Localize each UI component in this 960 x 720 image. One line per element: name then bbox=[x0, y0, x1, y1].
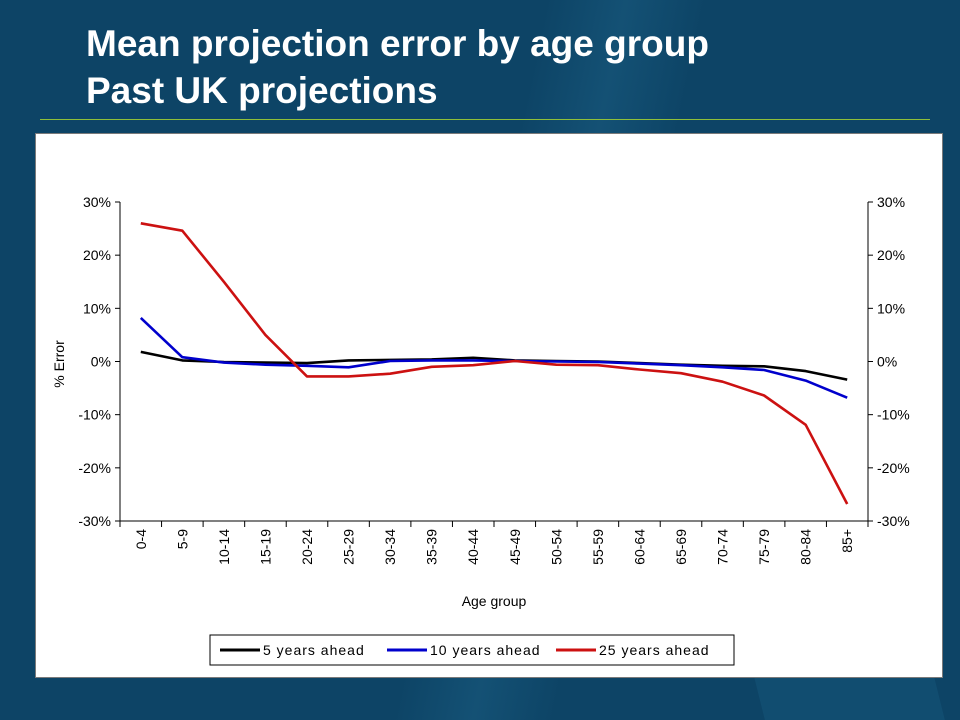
y-tick-label-left: 0% bbox=[91, 354, 111, 370]
x-tick-label: 70-74 bbox=[715, 529, 731, 565]
legend-label-3: 25 years ahead bbox=[599, 642, 710, 658]
x-tick-label: 50-54 bbox=[548, 529, 564, 565]
x-tick-label: 45-49 bbox=[507, 529, 523, 565]
slide-title: Mean projection error by age group Past … bbox=[86, 20, 709, 114]
series-line-3 bbox=[140, 222, 849, 505]
legend: 5 years ahead 10 years ahead 25 years ahea… bbox=[209, 634, 735, 666]
y-tick-label-left: -30% bbox=[78, 513, 111, 529]
y-tick-label-right: 30% bbox=[877, 194, 905, 210]
x-tick-label: 0-4 bbox=[133, 529, 149, 549]
title-divider bbox=[40, 119, 930, 120]
y-axis-right: 30% 20% 10% 0% -10% -20% -30% bbox=[868, 194, 910, 529]
y-tick-label-left: 30% bbox=[83, 194, 111, 210]
y-tick-label-left: -20% bbox=[78, 460, 111, 476]
legend-label-2: 10 years ahead bbox=[430, 642, 541, 658]
x-axis-label: Age group bbox=[462, 593, 527, 609]
x-tick-label: 35-39 bbox=[424, 529, 440, 565]
x-tick-label: 30-34 bbox=[382, 529, 398, 565]
x-tick-label: 40-44 bbox=[465, 529, 481, 565]
x-tick-label: 65-69 bbox=[673, 529, 689, 565]
line-chart: 30% 20% 10% 0% -10% -20% -30% 30% 20% 10% 0% -10% -… bbox=[51, 194, 910, 666]
x-tick-label: 10-14 bbox=[216, 529, 232, 565]
y-tick-label-left: 10% bbox=[83, 300, 111, 316]
x-tick-label: 15-19 bbox=[257, 529, 273, 565]
y-tick-label-right: -10% bbox=[877, 407, 910, 423]
x-tick-label: 85+ bbox=[839, 529, 855, 553]
series-layer bbox=[139, 222, 849, 505]
y-tick-label-right: -30% bbox=[877, 513, 910, 529]
x-tick-label: 5-9 bbox=[174, 529, 190, 549]
y-tick-label-left: -10% bbox=[78, 407, 111, 423]
y-axis-label: % Error bbox=[51, 340, 67, 388]
y-tick-label-right: 20% bbox=[877, 247, 905, 263]
x-tick-label: 60-64 bbox=[631, 529, 647, 565]
series-line-2 bbox=[139, 316, 848, 399]
legend-box bbox=[209, 634, 735, 666]
x-tick-label: 20-24 bbox=[299, 529, 315, 565]
x-tick-label: 80-84 bbox=[798, 529, 814, 565]
y-tick-label-right: 0% bbox=[877, 354, 897, 370]
x-axis: 0-4 5-9 10-14 15-19 20-24 25-29 30-34 35-39 40-4… bbox=[119, 521, 869, 565]
y-tick-label-left: 20% bbox=[83, 247, 111, 263]
x-tick-label: 25-29 bbox=[341, 529, 357, 565]
x-tick-label: 55-59 bbox=[590, 529, 606, 565]
series-line-1 bbox=[140, 350, 848, 381]
title-line-1: Mean projection error by age group bbox=[86, 23, 709, 64]
y-tick-label-right: 10% bbox=[877, 300, 905, 316]
title-line-2: Past UK projections bbox=[86, 70, 438, 111]
y-axis-left: 30% 20% 10% 0% -10% -20% -30% bbox=[78, 194, 120, 529]
chart-panel: 30% 20% 10% 0% -10% -20% -30% 30% 20% 10% 0% -10% -… bbox=[35, 133, 943, 678]
x-tick-label: 75-79 bbox=[756, 529, 772, 565]
legend-label-1: 5 years ahead bbox=[263, 642, 365, 658]
y-tick-label-right: -20% bbox=[877, 460, 910, 476]
